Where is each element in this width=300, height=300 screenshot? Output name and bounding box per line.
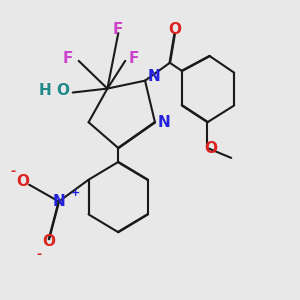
Text: +: + <box>71 188 80 198</box>
Text: N: N <box>158 115 171 130</box>
Text: O: O <box>17 174 30 189</box>
Text: F: F <box>62 51 73 66</box>
Text: O: O <box>42 234 56 249</box>
Text: -: - <box>37 248 42 260</box>
Text: O: O <box>205 140 218 155</box>
Text: F: F <box>128 51 139 66</box>
Text: N: N <box>52 194 65 209</box>
Text: -: - <box>11 165 16 178</box>
Text: F: F <box>113 22 124 37</box>
Text: N: N <box>148 69 161 84</box>
Text: O: O <box>168 22 181 37</box>
Text: O: O <box>56 83 69 98</box>
Text: H: H <box>38 83 51 98</box>
